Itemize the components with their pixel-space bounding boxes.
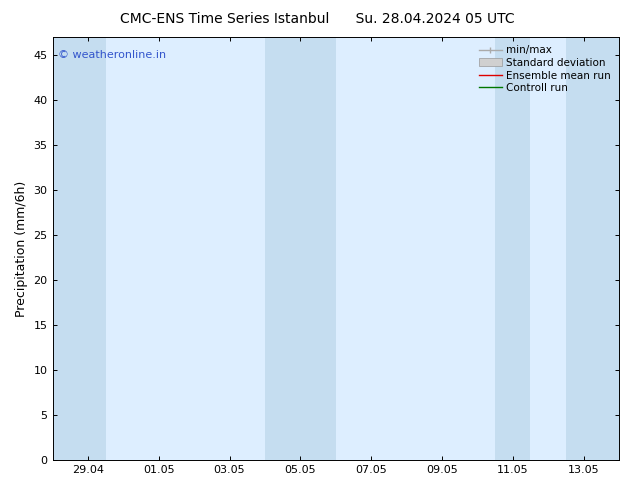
Bar	[53, 37, 106, 460]
Bar	[495, 37, 531, 460]
Bar	[566, 37, 619, 460]
Text: © weatheronline.in: © weatheronline.in	[58, 50, 166, 60]
Bar	[265, 37, 336, 460]
Y-axis label: Precipitation (mm/6h): Precipitation (mm/6h)	[15, 180, 28, 317]
Legend: min/max, Standard deviation, Ensemble mean run, Controll run: min/max, Standard deviation, Ensemble me…	[476, 42, 614, 97]
Text: CMC-ENS Time Series Istanbul      Su. 28.04.2024 05 UTC: CMC-ENS Time Series Istanbul Su. 28.04.2…	[120, 12, 514, 26]
